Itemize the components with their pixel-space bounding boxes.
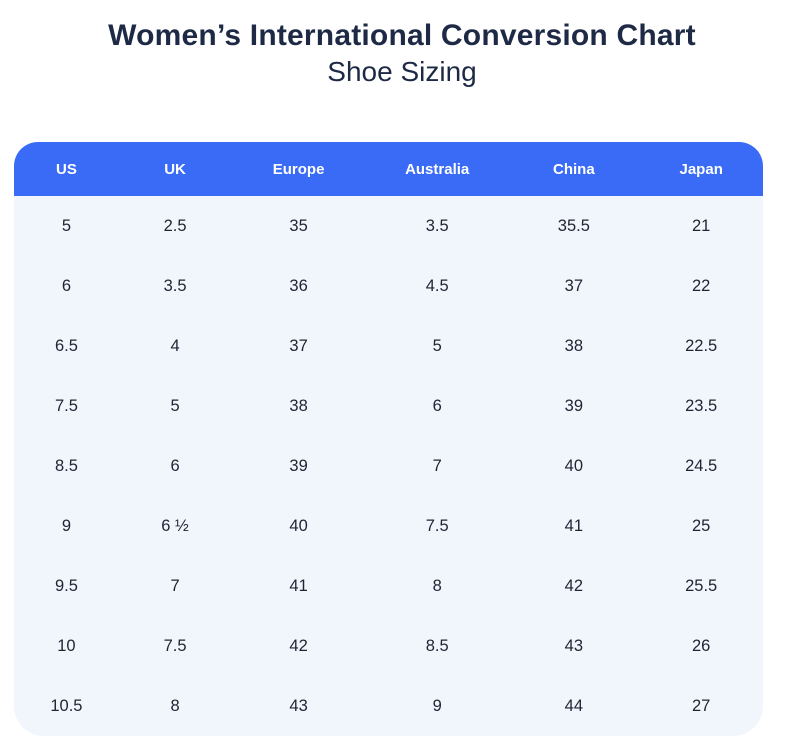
table-cell: 38 — [289, 396, 308, 415]
table-cell: 7 — [170, 576, 180, 595]
table-cell: 22 — [692, 276, 711, 295]
table-cell: 6 — [170, 456, 180, 475]
column-header: China — [553, 160, 595, 178]
table-cell: 24.5 — [685, 456, 718, 475]
table-cell: 6 ½ — [161, 516, 189, 535]
table-cell: 41 — [289, 576, 308, 595]
table-cell: 44 — [564, 696, 584, 715]
table-cell: 6.5 — [54, 336, 78, 355]
table-cell: 42 — [289, 636, 308, 655]
page-subtitle: Shoe Sizing — [327, 56, 477, 87]
column-header: Japan — [679, 160, 723, 178]
table-cell: 37 — [289, 336, 308, 355]
table-cell: 41 — [564, 516, 584, 535]
table-row: 9.5 7 41 8 42 25.5 — [14, 556, 763, 616]
table-cell: 37 — [564, 276, 584, 295]
table-cell: 10 — [57, 636, 76, 655]
table-cell: 42 — [564, 576, 584, 595]
title-block: Women’s International Conversion Chart S… — [0, 0, 804, 89]
table-cell: 43 — [564, 636, 584, 655]
table-cell: 39 — [289, 456, 308, 475]
table-cell: 5 — [170, 396, 180, 415]
table-cell: 2.5 — [163, 216, 187, 235]
table-cell: 5 — [432, 336, 442, 355]
table-cell: 3.5 — [163, 276, 187, 295]
table-cell: 35 — [289, 216, 308, 235]
table-cell: 21 — [692, 216, 711, 235]
table-cell: 22.5 — [685, 336, 718, 355]
page-title: Women’s International Conversion Chart — [108, 19, 696, 52]
table-cell: 35.5 — [557, 216, 590, 235]
table-cell: 3.5 — [425, 216, 449, 235]
conversion-table-container: US UK Europe Australia China Japan 5 2.5 35 3.5 3… — [14, 142, 763, 736]
table-cell: 40 — [564, 456, 584, 475]
table-cell: 5 — [61, 216, 72, 235]
table-cell: 9 — [61, 516, 72, 535]
table-cell: 25.5 — [685, 576, 718, 595]
table-cell: 8 — [170, 696, 180, 715]
table-cell: 4 — [170, 336, 180, 355]
table-row: 7.5 5 38 6 39 23.5 — [14, 376, 763, 436]
column-header: Australia — [405, 160, 470, 178]
table-cell: 26 — [692, 636, 711, 655]
table-cell: 43 — [289, 696, 308, 715]
table-row: 8.5 6 39 7 40 24.5 — [14, 436, 763, 496]
table-row: 6.5 4 37 5 38 22.5 — [14, 316, 763, 376]
table-row: 9 6 ½ 40 7.5 41 25 — [14, 496, 763, 556]
table-cell: 7 — [432, 456, 442, 475]
table-row: 10.5 8 43 9 44 27 — [14, 676, 763, 736]
header-row: US UK Europe Australia China Japan — [14, 142, 763, 196]
table-cell: 10.5 — [50, 696, 83, 715]
table-cell: 38 — [564, 336, 584, 355]
table-cell: 40 — [289, 516, 308, 535]
conversion-table: US UK Europe Australia China Japan 5 2.5 35 3.5 3… — [14, 142, 763, 736]
column-header: US — [56, 160, 77, 178]
table-row: 6 3.5 36 4.5 37 22 — [14, 256, 763, 316]
table-row: 10 7.5 42 8.5 43 26 — [14, 616, 763, 676]
table-cell: 6 — [432, 396, 442, 415]
table-cell: 36 — [289, 276, 308, 295]
table-cell: 7.5 — [425, 516, 449, 535]
column-header: UK — [164, 160, 186, 178]
table-cell: 7.5 — [163, 636, 187, 655]
table-cell: 39 — [564, 396, 584, 415]
table-cell: 8.5 — [425, 636, 449, 655]
table-cell: 4.5 — [425, 276, 449, 295]
table-header: US UK Europe Australia China Japan — [14, 142, 763, 196]
table-cell: 9.5 — [54, 576, 78, 595]
table-cell: 8 — [432, 576, 442, 595]
column-header: Europe — [272, 160, 325, 178]
table-cell: 8.5 — [54, 456, 78, 475]
table-cell: 6 — [61, 276, 72, 295]
table-body: 5 2.5 35 3.5 35.5 21 6 3.5 36 4.5 37 22 6.5 4 37 5 38 22.… — [14, 196, 763, 736]
table-cell: 23.5 — [685, 396, 718, 415]
table-cell: 25 — [692, 516, 711, 535]
table-cell: 7.5 — [54, 396, 78, 415]
table-cell: 27 — [692, 696, 711, 715]
table-row: 5 2.5 35 3.5 35.5 21 — [14, 196, 763, 256]
table-cell: 9 — [432, 696, 442, 715]
